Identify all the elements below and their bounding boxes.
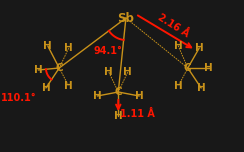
Text: Sb: Sb (117, 12, 134, 24)
Text: H: H (174, 81, 183, 91)
Text: C: C (114, 87, 122, 97)
Text: 110.1°: 110.1° (1, 93, 37, 103)
Text: H: H (43, 41, 52, 51)
Text: H: H (104, 67, 113, 77)
Text: H: H (34, 65, 43, 75)
Text: 94.1°: 94.1° (93, 46, 122, 56)
Text: H: H (135, 91, 144, 101)
Text: 1.11 Å: 1.11 Å (120, 109, 155, 119)
Text: H: H (93, 91, 102, 101)
Text: H: H (123, 67, 132, 77)
Text: H: H (64, 81, 73, 91)
Text: C: C (55, 63, 63, 73)
Text: C: C (184, 63, 192, 73)
Text: H: H (204, 63, 213, 73)
Text: H: H (197, 83, 205, 93)
Text: 2.16 Å: 2.16 Å (156, 12, 191, 40)
Text: H: H (64, 43, 73, 53)
Text: H: H (114, 111, 123, 121)
Text: H: H (174, 41, 183, 51)
Text: H: H (195, 43, 203, 53)
Text: H: H (41, 83, 50, 93)
